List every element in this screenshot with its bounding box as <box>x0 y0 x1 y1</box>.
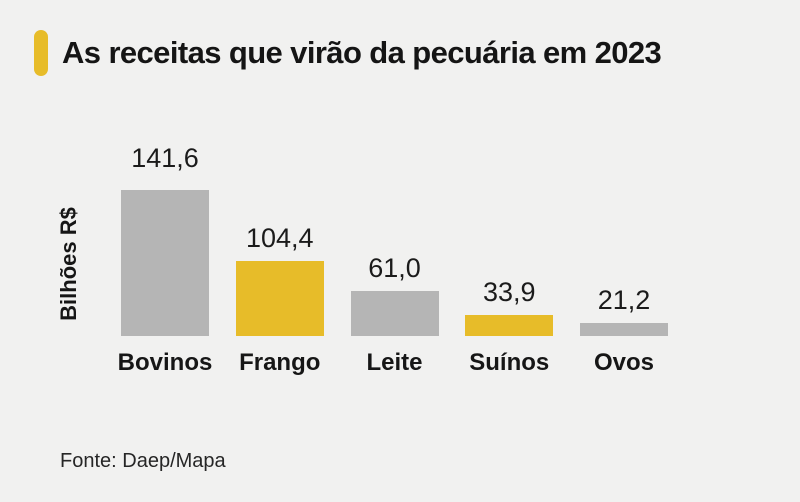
header: As receitas que virão da pecuária em 202… <box>34 30 662 76</box>
bar-leite <box>350 291 439 336</box>
bar-category-label: Leite <box>366 349 423 376</box>
bar-value-label: 33,9 <box>482 277 536 307</box>
bar-value-label: 21,2 <box>597 285 651 315</box>
bar-value-label: 104,4 <box>245 223 314 253</box>
bar-value-label: 61,0 <box>368 253 421 283</box>
y-axis-label: Bilhões R$ <box>56 207 81 321</box>
bar-category-label: Ovos <box>593 349 655 376</box>
bar-frango <box>235 261 324 336</box>
bar-suinos <box>465 315 554 336</box>
bar-ovos <box>580 323 668 336</box>
bar-column-frango: 104,4 Frango <box>235 223 324 376</box>
bar-chart: 141,6 Bovinos 104,4 Frango 61,0 Leite 33… <box>118 130 668 376</box>
bar-column-leite: 61,0 Leite <box>350 253 439 376</box>
bar-column-bovinos: 141,6 Bovinos <box>118 143 213 376</box>
bar-category-label: Frango <box>239 349 321 376</box>
source-note: Fonte: Daep/Mapa <box>60 450 226 472</box>
bar-column-suinos: 33,9 Suínos <box>465 277 554 376</box>
title-accent-bar <box>34 30 48 76</box>
bar-column-ovos: 21,2 Ovos <box>580 285 668 376</box>
bar-category-label: Suínos <box>469 349 550 376</box>
bar-bovinos <box>121 190 209 336</box>
chart-title: As receitas que virão da pecuária em 202… <box>62 35 662 70</box>
bar-category-label: Bovinos <box>117 349 213 376</box>
bar-value-label: 141,6 <box>131 143 199 173</box>
